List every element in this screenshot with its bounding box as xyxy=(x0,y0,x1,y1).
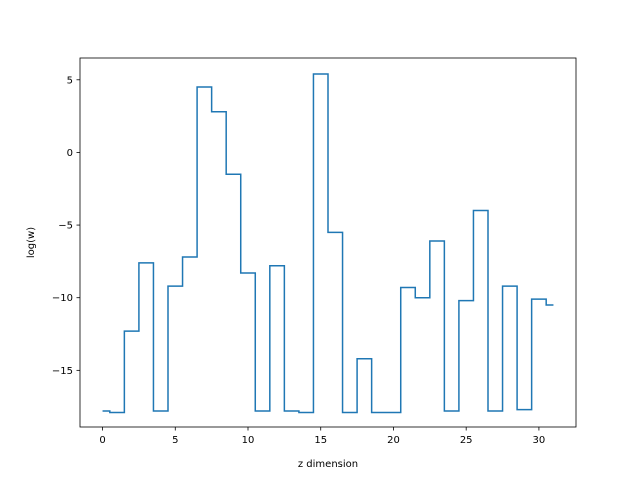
plot-frame xyxy=(79,57,577,428)
x-tick-label: 5 xyxy=(172,435,178,446)
x-tick-label: 0 xyxy=(99,435,105,446)
y-tick-label: −10 xyxy=(52,293,73,304)
x-tick-label: 10 xyxy=(242,435,255,446)
y-tick-label: −5 xyxy=(58,221,73,232)
x-axis-label: z dimension xyxy=(298,459,358,470)
series-line-0 xyxy=(102,73,554,414)
x-tick-label: 30 xyxy=(533,435,546,446)
x-axis: 0 5 10 15 20 25 30 xyxy=(99,427,545,446)
y-axis-label: log(w) xyxy=(26,227,37,258)
series-layer xyxy=(102,73,554,414)
y-tick-label: −15 xyxy=(52,366,73,377)
y-axis: −15 −10 −5 0 5 xyxy=(52,75,80,377)
x-tick-label: 20 xyxy=(387,435,400,446)
x-tick-label: 15 xyxy=(314,435,327,446)
x-tick-label: 25 xyxy=(460,435,473,446)
y-tick-label: 0 xyxy=(67,148,73,159)
y-tick-label: 5 xyxy=(67,75,73,86)
